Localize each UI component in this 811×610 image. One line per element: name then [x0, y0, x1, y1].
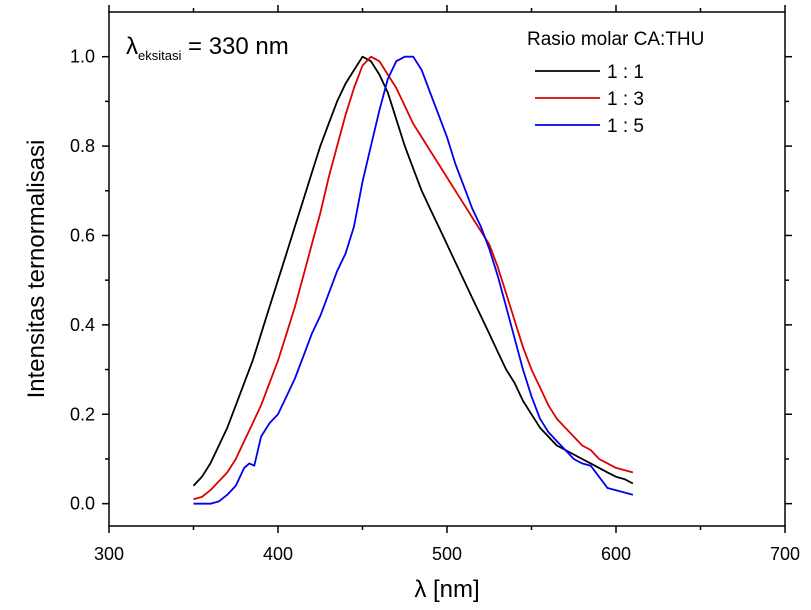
x-axis-ticks: 300 400 500 600 700 — [94, 5, 800, 564]
x-tick-label: 300 — [94, 544, 124, 564]
legend-label-2: 1 : 3 — [607, 89, 644, 110]
y-axis-label: Intensitas ternormalisasi — [23, 140, 50, 399]
x-tick-label: 500 — [432, 544, 462, 564]
y-tick-label: 1.0 — [70, 47, 95, 67]
legend-label-1: 1 : 1 — [607, 62, 644, 83]
y-tick-label: 0.2 — [70, 404, 95, 424]
x-tick-label: 600 — [601, 544, 631, 564]
series-lines — [192, 55, 634, 505]
y-tick-label: 0.4 — [70, 315, 95, 335]
legend: Rasio molar CA:THU 1 : 1 1 : 3 1 : 5 — [527, 29, 704, 137]
plot-area-border — [108, 11, 786, 527]
y-tick-label: 0.0 — [70, 494, 95, 514]
legend-title: Rasio molar CA:THU — [527, 29, 704, 50]
y-tick-label: 0.8 — [70, 136, 95, 156]
series-line-3 — [193, 55, 634, 505]
series-line-1 — [192, 55, 634, 487]
series-line-2 — [193, 55, 634, 501]
y-tick-label: 0.6 — [70, 225, 95, 245]
excitation-annotation: λeksitasi = 330 nm — [126, 33, 289, 63]
x-axis-label: λ [nm] — [414, 576, 479, 603]
y-axis-ticks: 0.0 0.2 0.4 0.6 0.8 1.0 — [70, 47, 792, 514]
legend-label-3: 1 : 5 — [607, 116, 644, 137]
plot-frame — [108, 11, 786, 527]
annotation-subscript: eksitasi — [138, 48, 181, 63]
x-tick-label: 700 — [770, 544, 800, 564]
annotation-value: = 330 nm — [181, 33, 288, 60]
annotation-symbol: λ — [126, 33, 138, 60]
x-tick-label: 400 — [263, 544, 293, 564]
